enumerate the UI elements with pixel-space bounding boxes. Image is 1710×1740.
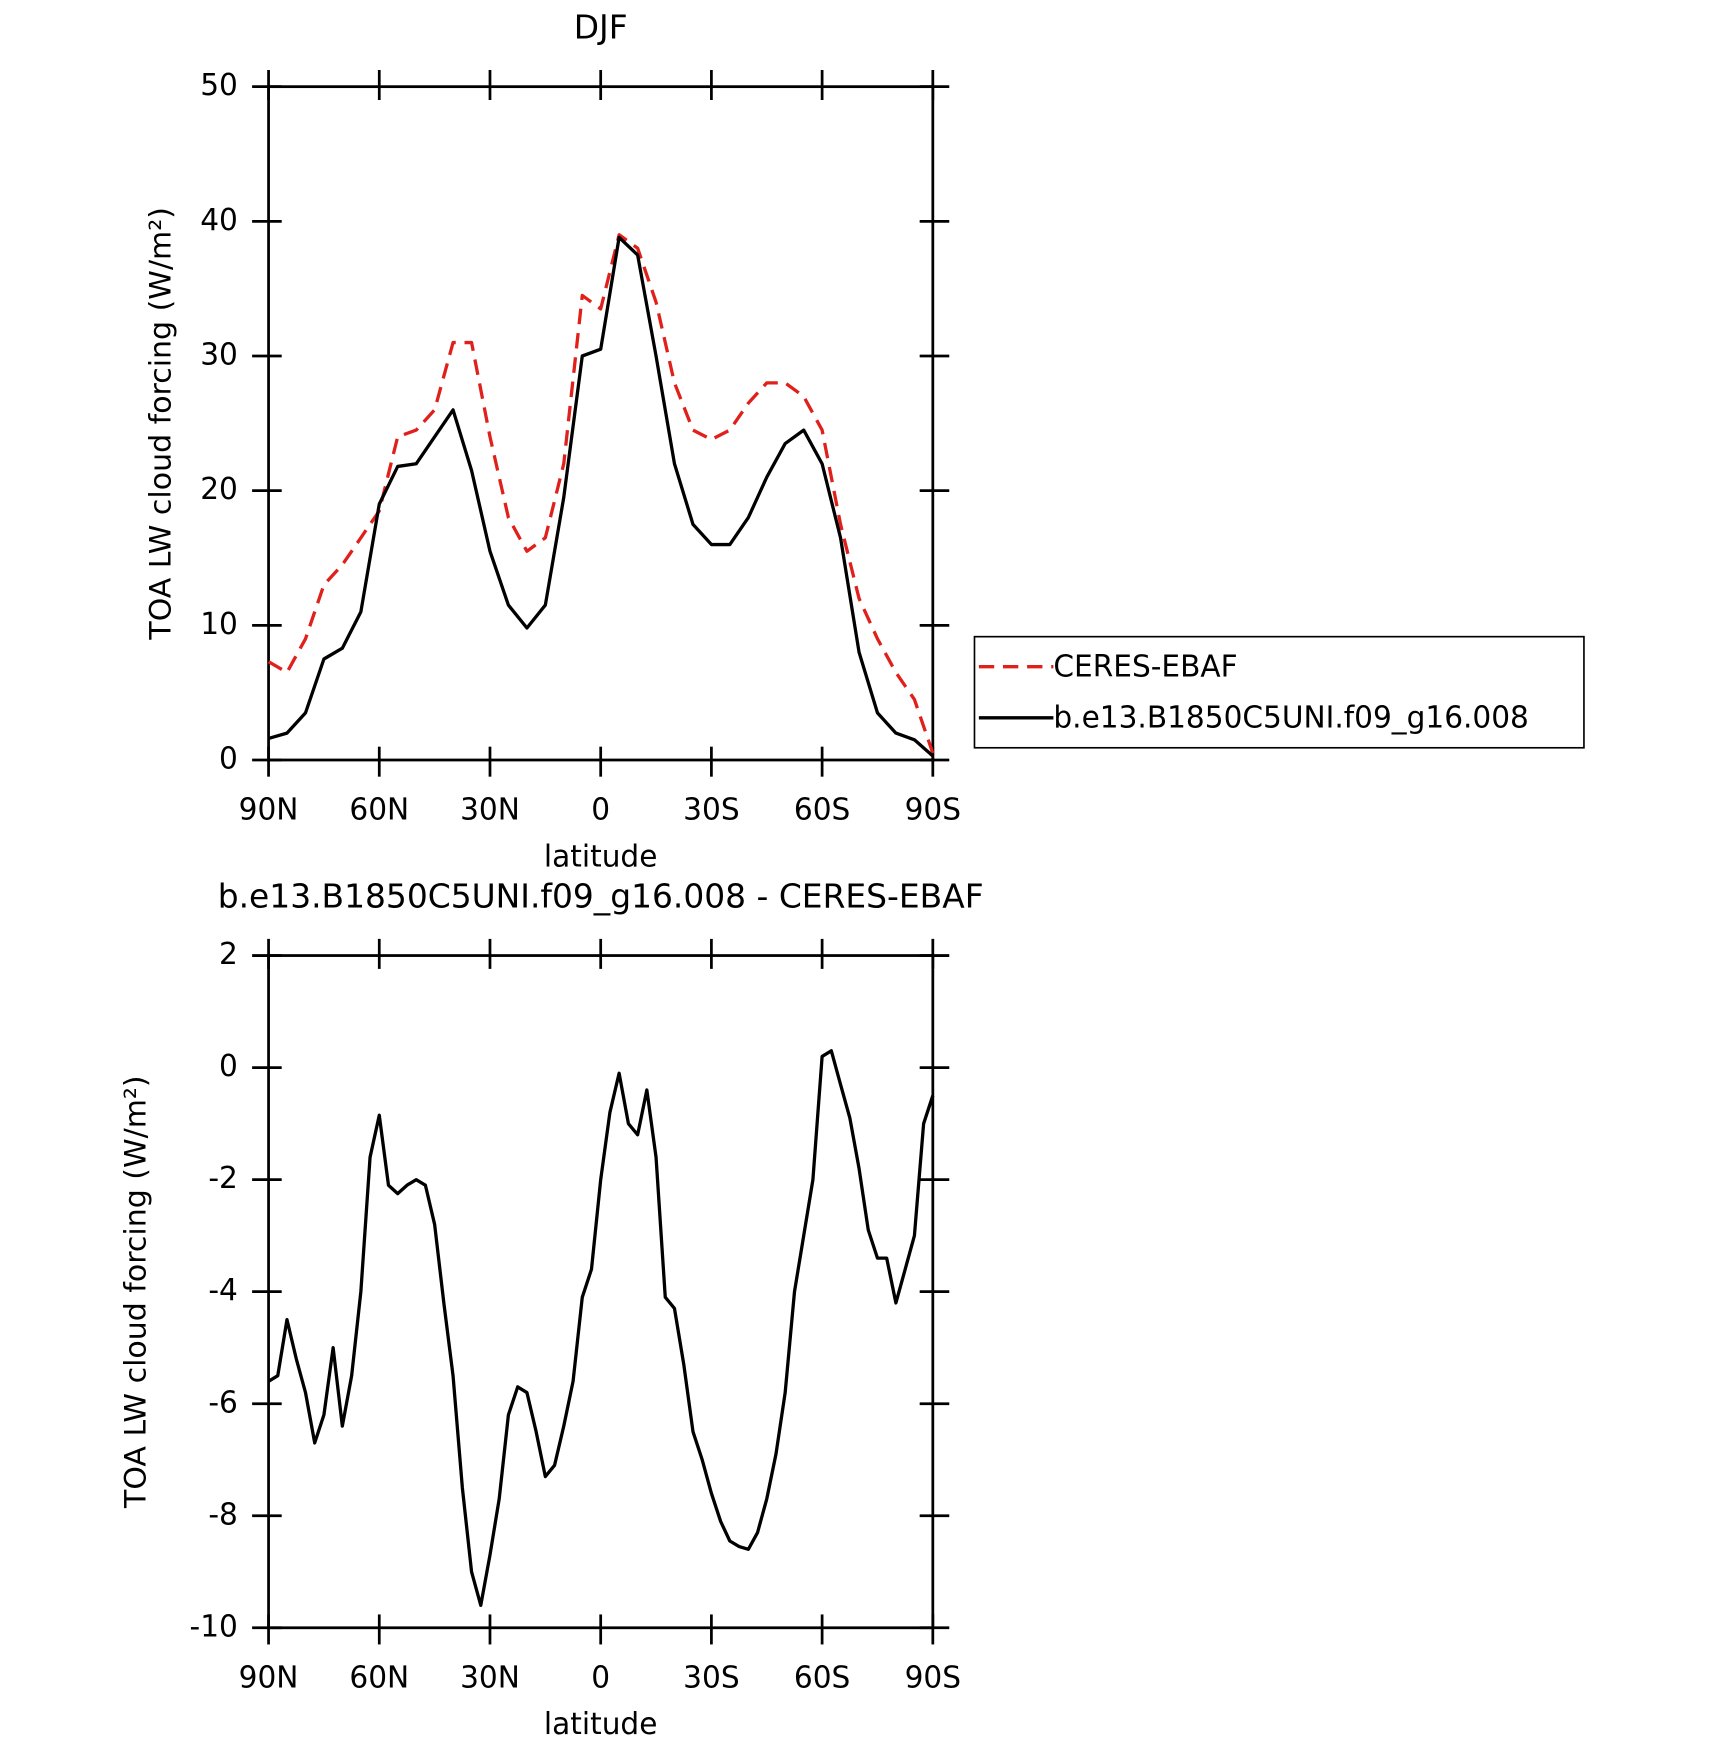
- x-axis-label: latitude: [544, 839, 657, 874]
- y-tick-label: 0: [219, 741, 238, 776]
- x-tick-label: 60N: [349, 1660, 409, 1695]
- y-tick-label: -2: [208, 1161, 238, 1196]
- x-tick-label: 60N: [349, 792, 409, 827]
- y-axis-label: TOA LW cloud forcing (W/m²): [144, 207, 179, 641]
- y-tick-label: -6: [208, 1385, 238, 1420]
- data-line: [267, 1049, 935, 1607]
- y-tick-label: 2: [219, 937, 238, 972]
- y-tick-label: -4: [208, 1273, 238, 1308]
- x-tick-label: 90S: [905, 792, 961, 827]
- chart-title: b.e13.B1850C5UNI.f09_g16.008 - CERES-EBA…: [218, 876, 984, 915]
- legend-label: b.e13.B1850C5UNI.f09_g16.008: [1053, 700, 1528, 735]
- x-tick-label: 90N: [239, 792, 299, 827]
- x-tick-label: 0: [591, 1660, 610, 1695]
- y-tick-label: 10: [200, 607, 238, 642]
- data-line: [268, 235, 934, 758]
- x-tick-label: 90S: [905, 1660, 961, 1695]
- x-tick-label: 60S: [794, 792, 850, 827]
- x-tick-label: 60S: [794, 1660, 850, 1695]
- x-tick-label: 30N: [460, 1660, 520, 1695]
- plot-frame: [267, 85, 935, 762]
- y-axis-label: TOA LW cloud forcing (W/m²): [119, 1075, 154, 1509]
- legend-box: [973, 635, 1585, 749]
- y-tick-label: 30: [200, 337, 238, 372]
- x-tick-label: 30S: [683, 1660, 739, 1695]
- x-axis-label: latitude: [544, 1707, 657, 1740]
- x-tick-label: 0: [591, 792, 610, 827]
- legend-label: CERES-EBAF: [1053, 649, 1237, 684]
- y-tick-label: 0: [219, 1049, 238, 1084]
- y-tick-label: 50: [200, 68, 238, 103]
- x-tick-label: 90N: [239, 1660, 299, 1695]
- y-tick-label: 20: [200, 472, 238, 507]
- y-tick-label: -8: [208, 1497, 238, 1532]
- y-tick-label: -10: [190, 1609, 238, 1644]
- x-tick-label: 30S: [683, 792, 739, 827]
- chart-title: DJF: [574, 7, 628, 46]
- y-tick-label: 40: [200, 203, 238, 238]
- x-tick-label: 30N: [460, 792, 520, 827]
- data-line: [267, 233, 935, 754]
